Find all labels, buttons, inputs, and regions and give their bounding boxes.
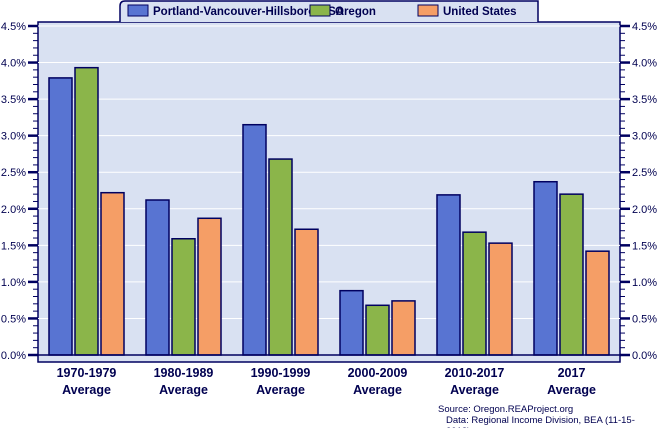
bar	[268, 158, 293, 356]
x-tick-label: 1990-1999	[251, 366, 311, 380]
bar	[559, 193, 584, 356]
source-note: Source: Oregon.REAProject.org Data: Regi…	[420, 404, 657, 428]
y-tick-label-right: 1.0%	[632, 277, 657, 289]
y-tick-label-left: 3.5%	[1, 94, 26, 106]
y-tick-label-left: 2.0%	[1, 204, 26, 216]
x-tick-label: Average	[450, 383, 499, 397]
bar	[585, 250, 610, 356]
y-tick-label-left: 0.0%	[1, 350, 26, 362]
x-tick-label: 1980-1989	[154, 366, 214, 380]
y-tick-label-left: 3.0%	[1, 131, 26, 143]
y-tick-label-left: 2.5%	[1, 167, 26, 179]
plot-area	[37, 21, 621, 363]
y-tick-label-left: 1.5%	[1, 240, 26, 252]
y-tick-label-left: 4.5%	[1, 21, 26, 33]
bar	[533, 180, 558, 356]
bar	[365, 304, 390, 356]
legend-label: Portland-Vancouver-Hillsboro MSA	[153, 6, 344, 18]
bar	[242, 123, 267, 356]
y-tick-label-right: 3.0%	[632, 131, 657, 143]
y-tick-label-right: 4.0%	[632, 58, 657, 70]
y-tick-label-right: 3.5%	[632, 94, 657, 106]
legend-label: Oregon	[335, 6, 376, 18]
y-tick-label-left: 1.0%	[1, 277, 26, 289]
bar	[197, 217, 222, 356]
x-tick-label: Average	[353, 383, 402, 397]
bar	[171, 238, 196, 356]
x-tick-label: 2000-2009	[348, 366, 408, 380]
bar	[488, 242, 513, 356]
legend-swatch	[417, 4, 439, 17]
x-tick-label: 2010-2017	[445, 366, 505, 380]
bar	[462, 231, 487, 356]
legend-label: United States	[443, 6, 517, 18]
bar	[145, 199, 170, 356]
source-line-1: Source: Oregon.REAProject.org	[438, 404, 574, 415]
x-tick-label: Average	[256, 383, 305, 397]
x-tick-label: 1970-1979	[57, 366, 117, 380]
y-tick-label-right: 4.5%	[632, 21, 657, 33]
source-line-2: Data: Regional Income Division, BEA (11-…	[446, 415, 635, 428]
bar	[48, 77, 73, 356]
y-tick-label-left: 4.0%	[1, 58, 26, 70]
x-tick-label: Average	[62, 383, 111, 397]
y-tick-label-right: 2.5%	[632, 167, 657, 179]
y-tick-label-right: 2.0%	[632, 204, 657, 216]
bar	[294, 228, 319, 356]
x-tick-label: 2017	[558, 366, 586, 380]
x-tick-label: Average	[159, 383, 208, 397]
bar	[436, 194, 461, 356]
y-tick-label-left: 0.5%	[1, 313, 26, 325]
y-tick-label-right: 1.5%	[632, 240, 657, 252]
bar	[391, 300, 416, 356]
legend-swatch	[127, 4, 149, 17]
y-tick-label-right: 0.5%	[632, 313, 657, 325]
bar	[100, 191, 125, 356]
bar	[74, 66, 99, 356]
x-tick-label: Average	[547, 383, 596, 397]
bar	[339, 289, 364, 356]
legend-swatch	[309, 4, 331, 17]
y-tick-label-right: 0.0%	[632, 350, 657, 362]
